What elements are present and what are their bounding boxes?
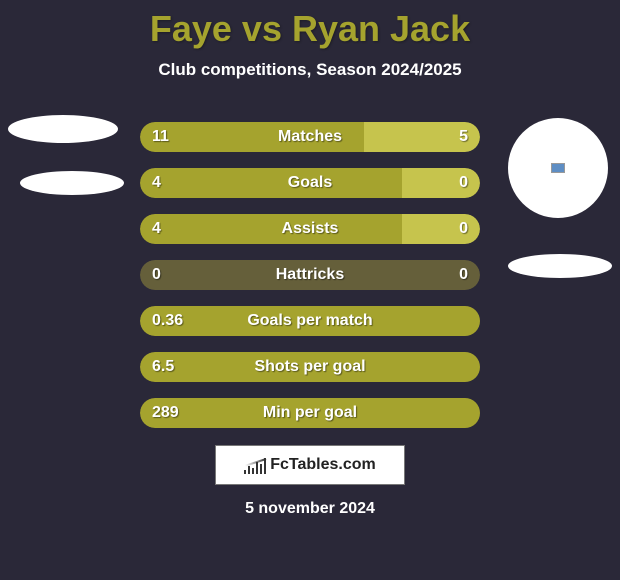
- stat-right-value: 0: [459, 214, 468, 244]
- stat-left-value: 11: [152, 122, 169, 152]
- player-left-avatar: [8, 115, 124, 195]
- stat-left-value: 0.36: [152, 306, 183, 336]
- stat-row: Min per goal289: [140, 398, 480, 428]
- stat-left-value: 289: [152, 398, 179, 428]
- logo-text: FcTables.com: [270, 456, 376, 474]
- avatar-shape: [508, 254, 612, 278]
- stat-label: Assists: [140, 214, 480, 244]
- stat-row: Shots per goal6.5: [140, 352, 480, 382]
- stat-label: Min per goal: [140, 398, 480, 428]
- stat-label: Shots per goal: [140, 352, 480, 382]
- chart-icon: [244, 456, 266, 474]
- stat-label: Goals: [140, 168, 480, 198]
- avatar-shape: [8, 115, 118, 143]
- stat-right-value: 0: [459, 168, 468, 198]
- stat-row: Goals4 0: [140, 168, 480, 198]
- stat-label: Matches: [140, 122, 480, 152]
- stat-row: Matches11 5: [140, 122, 480, 152]
- stat-left-value: 4: [152, 168, 161, 198]
- stat-right-value: 0: [459, 260, 468, 290]
- stat-right-value: 5: [459, 122, 468, 152]
- stat-label: Hattricks: [140, 260, 480, 290]
- stat-left-value: 4: [152, 214, 161, 244]
- avatar-shape: [20, 171, 124, 195]
- comparison-bars: Matches115Goals40Assists40Hattricks00Goa…: [140, 122, 480, 444]
- date-text: 5 november 2024: [0, 500, 620, 518]
- stat-row: Hattricks0 0: [140, 260, 480, 290]
- logo-box: FcTables.com: [215, 445, 405, 485]
- stat-label: Goals per match: [140, 306, 480, 336]
- page-title: Faye vs Ryan Jack: [0, 0, 620, 50]
- avatar-circle: [508, 118, 608, 218]
- player-right-avatar: [508, 118, 612, 278]
- stat-row: Assists4 0: [140, 214, 480, 244]
- subtitle: Club competitions, Season 2024/2025: [0, 60, 620, 80]
- stat-left-value: 6.5: [152, 352, 174, 382]
- flag-icon: [551, 163, 565, 173]
- stat-left-value: 0: [152, 260, 161, 290]
- stat-row: Goals per match0.36: [140, 306, 480, 336]
